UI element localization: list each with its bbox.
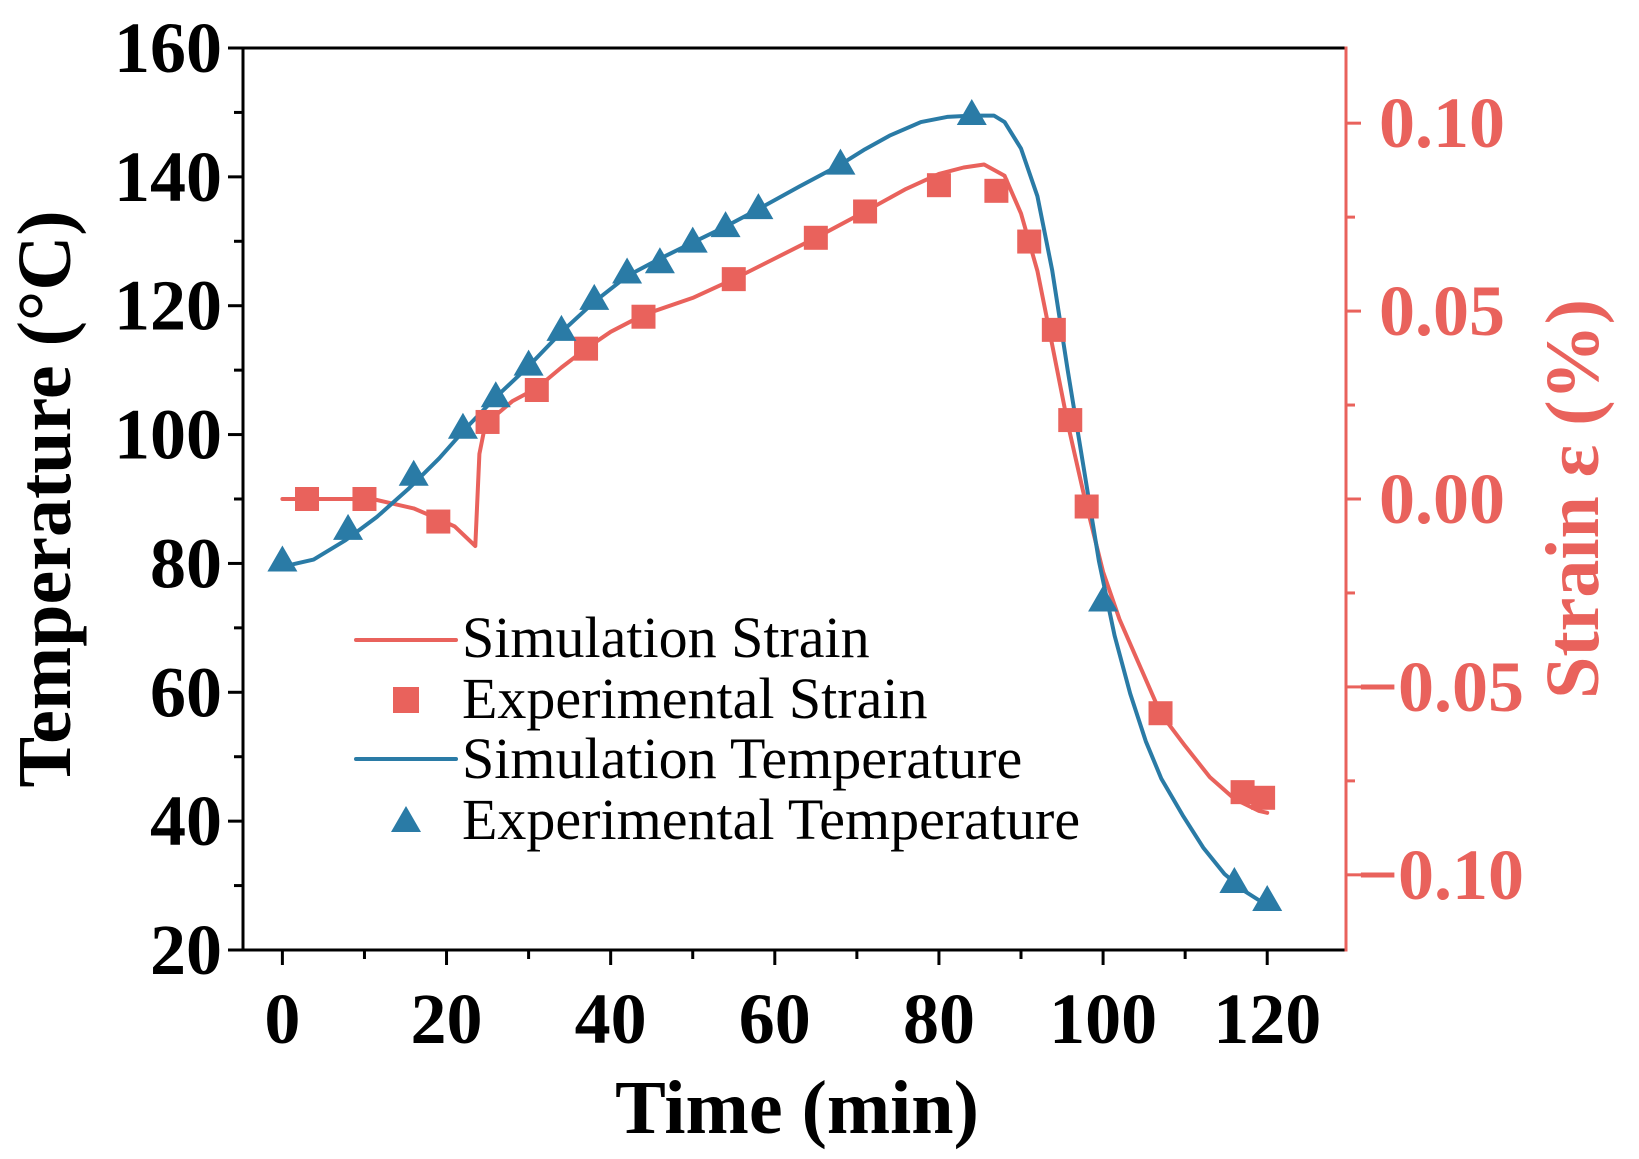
experimental-temperature-marker xyxy=(1219,866,1250,893)
legend-item-simulation-temperature: Simulation Temperature xyxy=(354,726,1022,791)
experimental-strain-marker xyxy=(1058,408,1083,433)
y-tick-label: 60 xyxy=(150,652,222,732)
experimental-temperature-marker xyxy=(710,211,741,238)
legend-label-experimental-strain: Experimental Strain xyxy=(462,666,927,731)
y2-tick-label: −0.05 xyxy=(1357,647,1524,727)
experimental-strain-marker xyxy=(926,173,951,198)
experimental-strain-marker xyxy=(1230,780,1255,805)
y2-axis-title: Strain ε (%) xyxy=(1531,299,1615,699)
y2-tick-label: 0.05 xyxy=(1379,271,1505,351)
x-tick-label: 20 xyxy=(411,979,483,1059)
experimental-temperature-marker xyxy=(546,314,577,341)
y-tick-label: 80 xyxy=(150,523,222,603)
y-tick-label: 100 xyxy=(114,395,222,475)
legend-label-simulation-strain: Simulation Strain xyxy=(462,605,870,670)
y-axis-title: Temperature (°C) xyxy=(3,210,87,787)
ticks-layer: 0 20 40 60 80 100 120 20 40 60 80 100 120 140 160 −0.10… xyxy=(114,8,1524,1059)
experimental-strain-marker xyxy=(1017,229,1042,254)
legend-item-experimental-strain: Experimental Strain xyxy=(393,666,927,731)
experimental-temperature-marker xyxy=(956,99,987,126)
y-tick-label: 120 xyxy=(114,266,222,346)
x-tick-label: 40 xyxy=(575,979,647,1059)
marker-layer xyxy=(267,99,1283,912)
y-tick-label: 160 xyxy=(114,8,222,88)
experimental-temperature-marker xyxy=(579,283,610,310)
experimental-temperature-marker xyxy=(825,148,856,175)
simulation-strain-line xyxy=(280,162,1270,815)
experimental-strain-marker xyxy=(984,178,1009,203)
experimental-strain-marker xyxy=(524,378,549,403)
experimental-strain-marker xyxy=(574,336,599,361)
experimental-strain-marker xyxy=(1074,494,1099,519)
experimental-temperature-marker xyxy=(612,257,643,284)
y-tick-label: 20 xyxy=(150,910,222,990)
y-tick-label: 140 xyxy=(114,137,222,217)
experimental-strain-marker xyxy=(295,487,320,511)
y2-tick-label: 0.10 xyxy=(1379,83,1505,163)
experimental-strain-marker xyxy=(352,487,377,511)
x-axis-title: Time (min) xyxy=(615,1066,979,1150)
experimental-temperature-marker xyxy=(743,193,774,220)
x-tick-label: 0 xyxy=(264,979,300,1059)
experimental-temperature-marker xyxy=(447,412,478,439)
experimental-temperature-marker xyxy=(398,459,429,486)
y2-tick-label: −0.10 xyxy=(1357,835,1524,915)
y-tick-label: 40 xyxy=(150,781,222,861)
experimental-strain-marker xyxy=(1148,701,1173,726)
experimental-strain-marker xyxy=(721,267,746,292)
experimental-temperature-marker xyxy=(677,226,708,253)
experimental-strain-marker xyxy=(475,409,500,434)
legend-label-simulation-temperature: Simulation Temperature xyxy=(462,726,1022,791)
experimental-temperature-marker xyxy=(480,381,511,408)
experimental-temperature-marker xyxy=(513,349,544,376)
legend: Simulation Strain Experimental Strain Si… xyxy=(354,605,1080,852)
x-tick-label: 100 xyxy=(1049,979,1157,1059)
experimental-temperature-marker xyxy=(267,545,298,572)
legend-square-marker xyxy=(393,687,419,713)
legend-triangle-marker xyxy=(391,806,421,832)
experimental-temperature-marker xyxy=(333,513,364,540)
experimental-strain-marker xyxy=(426,509,451,534)
experimental-strain-marker xyxy=(853,199,878,224)
legend-item-simulation-strain: Simulation Strain xyxy=(354,605,870,670)
experimental-temperature-marker xyxy=(644,247,675,274)
experimental-strain-marker xyxy=(631,304,656,329)
experimental-temperature-marker xyxy=(1088,585,1119,612)
experimental-strain-marker xyxy=(1251,785,1276,810)
x-tick-label: 60 xyxy=(739,979,811,1059)
x-tick-label: 80 xyxy=(903,979,975,1059)
x-tick-label: 120 xyxy=(1213,979,1321,1059)
y2-tick-label: 0.00 xyxy=(1379,459,1505,539)
legend-label-experimental-temperature: Experimental Temperature xyxy=(462,787,1080,852)
experimental-strain-marker xyxy=(803,225,828,250)
experimental-temperature-marker xyxy=(1252,885,1283,912)
experimental-strain-marker xyxy=(1041,317,1066,342)
legend-item-experimental-temperature: Experimental Temperature xyxy=(391,787,1080,852)
